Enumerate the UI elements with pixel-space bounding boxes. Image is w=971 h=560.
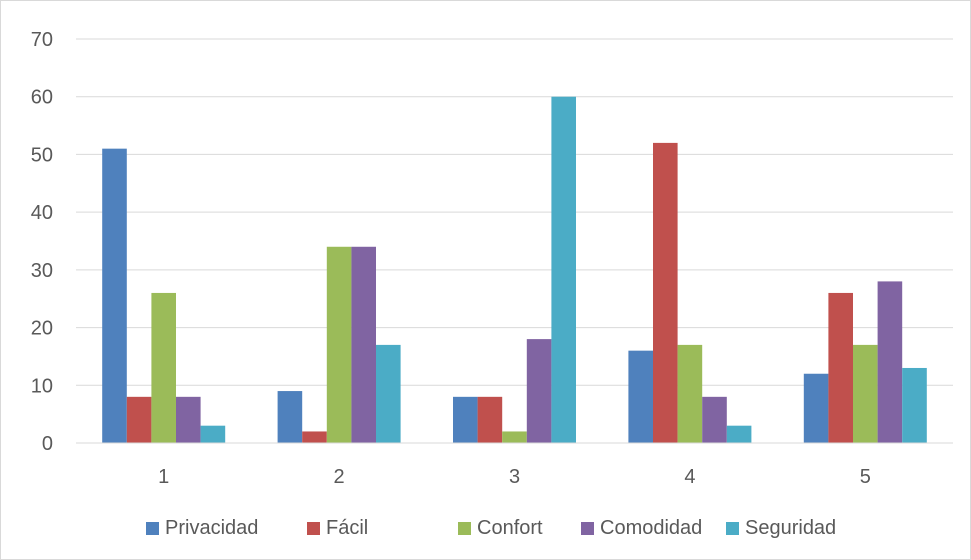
bar-privacidad-2	[277, 391, 303, 443]
legend-label-confort: Confort	[477, 516, 543, 539]
y-tick-label: 60	[31, 87, 53, 109]
legend-label-comodidad: Comodidad	[600, 516, 703, 539]
bars	[102, 96, 927, 444]
y-tick-label: 50	[31, 144, 53, 166]
bar-facil-2	[302, 431, 327, 443]
bar-facil-3	[477, 396, 503, 443]
legend-swatch-privacidad	[146, 521, 159, 535]
bar-seguridad-2	[376, 344, 401, 443]
legend-swatch-seguridad	[726, 521, 739, 535]
x-tick-label: 2	[334, 466, 345, 488]
x-tick-label: 4	[684, 466, 695, 488]
x-tick-label: 1	[158, 466, 169, 488]
x-axis-ticks: 1 2 3 4 5	[158, 466, 871, 488]
y-tick-label: 40	[31, 202, 53, 224]
x-tick-label: 3	[509, 466, 520, 488]
y-axis-ticks: 0 10 20 30 40 50 60 70	[31, 29, 53, 455]
bar-privacidad-1	[102, 148, 127, 443]
bar-seguridad-3	[551, 96, 576, 444]
bar-seguridad-1	[200, 425, 226, 443]
bar-seguridad-4	[726, 425, 752, 443]
bar-privacidad-5	[803, 373, 829, 443]
bar-privacidad-4	[628, 350, 653, 443]
bar-chart: 0 10 20 30 40 50 60 70 1 2 3 4 5	[31, 29, 953, 488]
bar-confort-5	[853, 344, 878, 443]
bar-comodidad-4	[702, 396, 727, 443]
y-tick-label: 10	[31, 375, 53, 397]
legend-label-seguridad: Seguridad	[745, 516, 837, 539]
legend-swatch-confort	[458, 521, 471, 535]
y-tick-label: 30	[31, 260, 53, 282]
bar-privacidad-3	[453, 396, 478, 443]
bar-confort-4	[677, 344, 703, 443]
bar-comodidad-5	[877, 281, 903, 443]
legend-item-confort: Confort	[458, 515, 543, 541]
y-tick-label: 20	[31, 318, 53, 340]
y-tick-label: 70	[31, 29, 53, 51]
bar-facil-1	[126, 396, 152, 443]
bar-confort-1	[151, 292, 176, 443]
bar-comodidad-2	[351, 246, 376, 443]
y-tick-label: 0	[42, 433, 53, 455]
legend-item-seguridad: Seguridad	[726, 515, 836, 541]
gridlines	[76, 38, 953, 386]
legend-swatch-facil	[307, 521, 320, 535]
legend-swatch-comodidad	[581, 521, 594, 535]
bar-confort-2	[326, 246, 352, 443]
bar-facil-4	[653, 142, 678, 443]
bar-facil-5	[828, 292, 853, 443]
legend-label-facil: Fácil	[326, 516, 369, 539]
bar-confort-3	[502, 431, 527, 443]
legend-item-privacidad: Privacidad	[146, 515, 258, 541]
legend-item-comodidad: Comodidad	[581, 515, 702, 541]
bar-comodidad-3	[526, 339, 552, 443]
x-tick-label: 5	[860, 466, 871, 488]
legend-label-privacidad: Privacidad	[165, 516, 259, 539]
bar-comodidad-1	[176, 396, 201, 443]
bar-seguridad-5	[902, 367, 927, 443]
legend-item-facil: Fácil	[307, 515, 368, 541]
legend: Privacidad Fácil Confort Comodidad Segur…	[1, 515, 971, 541]
